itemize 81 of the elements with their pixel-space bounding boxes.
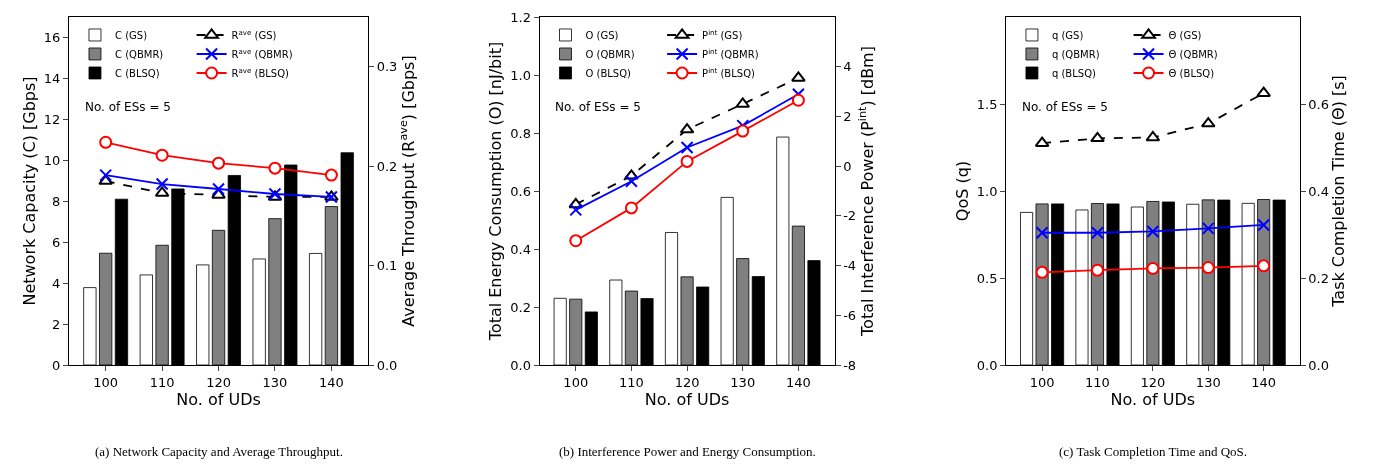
y-tick-label: 0.2: [510, 299, 531, 315]
y-axis-title: QoS (q): [952, 160, 972, 222]
legend-label: R$^{ave}$ (BLSQ): [231, 66, 290, 79]
y-tick-label: 0.5: [976, 270, 998, 286]
legend-label: C (GS): [114, 29, 148, 41]
y2-tick-label: 0.2: [376, 158, 398, 174]
y-tick-label: 8: [52, 193, 61, 209]
y-tick-label: 1.0: [510, 67, 531, 83]
y-tick-label: 0.0: [976, 357, 998, 373]
legend-label: O (GS): [585, 29, 619, 41]
legend-label: Θ (BLSQ): [1168, 67, 1215, 79]
y-tick-label: 0: [52, 357, 61, 373]
y2-tick-label: 0.0: [1308, 357, 1329, 373]
y2-tick-label: 2: [843, 108, 852, 124]
legend-label: P$^{int}$ (BLSQ): [702, 66, 756, 79]
y-axis-title: Network Capacity (C) [Gbps]: [19, 76, 39, 306]
legend-label: O (BLSQ): [585, 67, 632, 79]
legend-label: O (QBMR): [585, 48, 635, 60]
y-tick-label: 1.2: [510, 9, 531, 25]
text: (c) Task Completion Time and QoS.: [1059, 444, 1248, 459]
legend-label: Θ (QBMR): [1168, 48, 1218, 60]
x-tick-label: 140: [1251, 374, 1277, 390]
x-tick-label: 130: [1195, 374, 1221, 390]
y2-tick-label: -8: [843, 357, 857, 373]
y2-tick-label: 4: [843, 59, 852, 75]
text: (a) Network Capacity and Average Throughput.: [95, 444, 343, 459]
y2-axis-title: Task Completion Time (Θ) [s]: [1328, 75, 1348, 308]
x-tick-label: 120: [206, 374, 231, 390]
legend-label: C (QBMR): [114, 48, 164, 60]
y-tick-label: 1.5: [976, 96, 998, 112]
x-tick-label: 110: [1085, 374, 1110, 390]
y-tick-label: 2: [52, 316, 61, 332]
y-tick-label: 1.0: [976, 183, 998, 199]
x-tick-label: 140: [785, 374, 811, 390]
y-tick-label: 0.6: [510, 183, 531, 199]
x-tick-label: 120: [1140, 374, 1166, 390]
text: (b) Interference Power and Energy Consumption.: [559, 444, 816, 459]
x-tick-label: 100: [93, 374, 119, 390]
x-tick-label: 130: [262, 374, 288, 390]
y-tick-label: 10: [43, 152, 61, 168]
annotation: No. of ESs = 5: [1022, 100, 1108, 114]
legend-label: q (GS): [1051, 29, 1084, 41]
legend-label: q (BLSQ): [1051, 67, 1097, 79]
legend-label: C (BLSQ): [114, 67, 160, 79]
x-tick-label: 100: [563, 374, 589, 390]
y2-tick-label: 0.2: [1308, 270, 1329, 286]
y-tick-label: 14: [43, 70, 61, 86]
annotation: No. of ESs = 5: [85, 100, 171, 114]
y-axis-title: Total Energy Consumption (O) [nJ/bit]: [486, 41, 506, 342]
x-tick-label: 120: [674, 374, 700, 390]
y2-tick-label: 0.6: [1308, 96, 1329, 112]
x-axis-title: No. of UDs: [176, 389, 261, 409]
x-axis-title: No. of UDs: [1110, 389, 1196, 409]
x-tick-label: 140: [318, 374, 344, 390]
y-tick-label: 4: [52, 275, 61, 291]
y2-tick-label: 0.0: [376, 357, 398, 373]
legend-label: P$^{int}$ (GS): [702, 28, 743, 41]
y-tick-label: 0.8: [510, 125, 531, 141]
y2-tick-label: -4: [843, 258, 857, 274]
legend-label: R$^{ave}$ (GS): [231, 28, 277, 41]
y-tick-label: 0.4: [510, 241, 531, 257]
y2-tick-label: 0.1: [376, 258, 398, 274]
y-tick-label: 0.0: [510, 357, 531, 373]
y-tick-label: 6: [52, 234, 61, 250]
y2-tick-label: 0.3: [376, 59, 398, 75]
x-tick-label: 130: [730, 374, 756, 390]
legend-label: R$^{ave}$ (QBMR): [231, 47, 293, 60]
legend-label: Θ (GS): [1168, 29, 1202, 41]
legend-label: P$^{int}$ (QBMR): [702, 47, 759, 60]
x-tick-label: 100: [1029, 374, 1055, 390]
y2-tick-label: 0.4: [1308, 183, 1329, 199]
y2-tick-label: -6: [843, 307, 857, 323]
y-tick-label: 12: [43, 111, 61, 127]
annotation: No. of ESs = 5: [555, 100, 641, 114]
legend-label: q (QBMR): [1051, 48, 1100, 60]
x-tick-label: 110: [619, 374, 644, 390]
x-tick-label: 110: [149, 374, 175, 390]
y-tick-label: 16: [43, 30, 61, 46]
y2-tick-label: -2: [843, 208, 857, 224]
y2-tick-label: 0: [843, 158, 852, 174]
x-axis-title: No. of UDs: [644, 389, 730, 409]
